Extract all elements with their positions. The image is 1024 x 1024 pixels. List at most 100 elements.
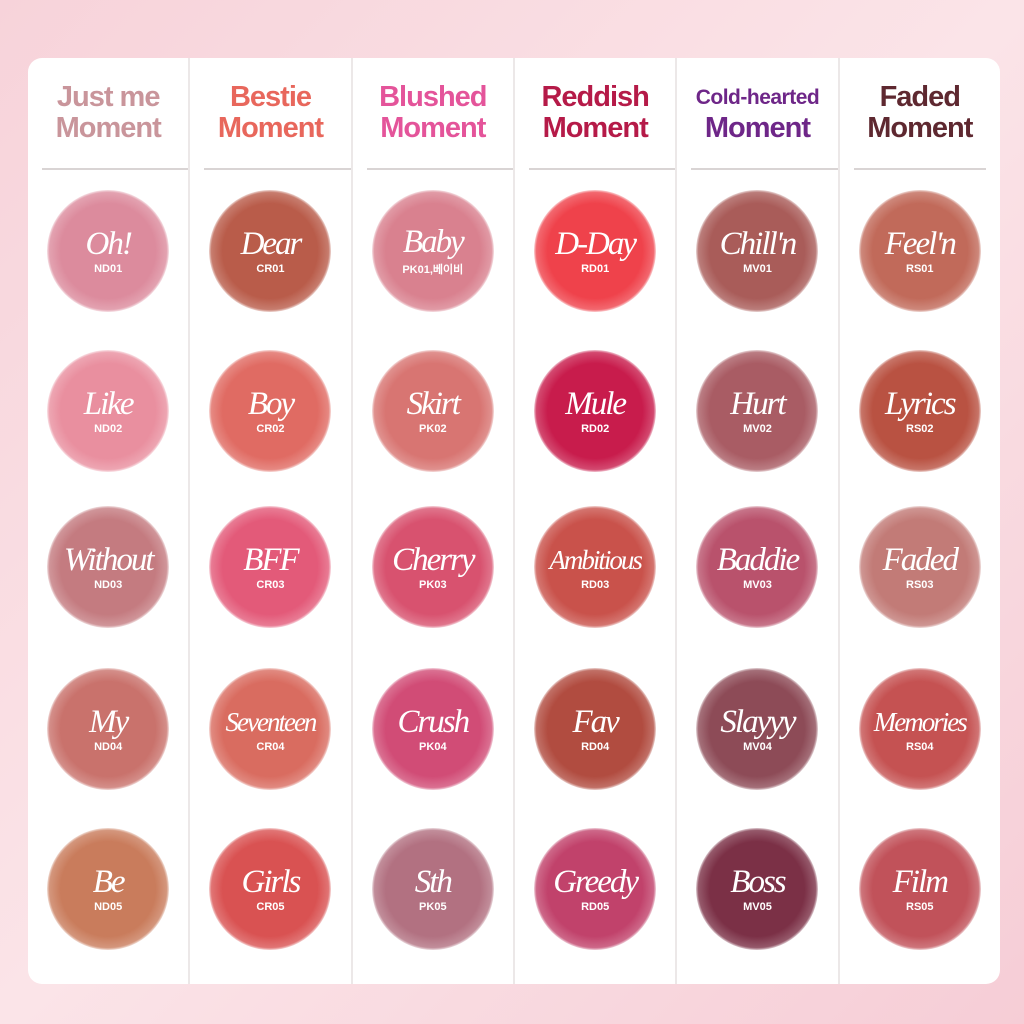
shade-code: RD02 [581,423,610,435]
shade-name: Boy [247,386,295,422]
shade-code: PK03 [419,579,447,591]
shade-swatch[interactable]: Hurt MV02 [696,350,819,472]
shade-swatch[interactable]: Like ND02 [47,350,170,472]
shade-name: Lyrics [885,386,957,422]
shade-code: MV02 [743,423,772,435]
shade-swatch[interactable]: My ND04 [47,668,170,790]
shade-code: RS03 [906,579,934,591]
shade-chart-card: Just me Moment Oh! ND01 Like ND02 Without ND03 M… [28,58,1000,984]
shade-code: RD03 [581,579,610,591]
shade-swatch[interactable]: Without ND03 [47,506,170,628]
shade-swatch[interactable]: Crush PK04 [371,668,494,790]
divider [853,168,986,170]
shade-name: BFF [243,542,300,578]
column-title-line1: Blushed [379,81,487,113]
shade-name: Skirt [406,386,461,422]
column-title: Faded Moment [840,58,1000,168]
column-title-line1: Cold-hearted [695,86,820,109]
shade-name: Hurt [730,386,786,422]
shade-code: RS02 [906,423,934,435]
column-title: Reddish Moment [515,58,675,168]
shade-swatch[interactable]: Fav RD04 [534,668,657,790]
shade-column: Reddish Moment D-Day RD01 Mule RD02 Ambitious R… [515,58,678,984]
divider [528,168,676,170]
shade-name: Faded [882,542,959,578]
shade-name: Sth [414,864,453,900]
shade-column: Blushed Moment Baby PK01,베이비 Skirt PK02 Cherry… [353,58,515,984]
shade-name: Cherry [392,542,475,578]
shade-name: Without [63,542,155,578]
shade-code: MV01 [743,263,772,275]
shade-swatch[interactable]: Baby PK01,베이비 [371,190,494,312]
column-title-line2: Moment [380,112,486,144]
shade-swatch[interactable]: Baddie MV03 [696,506,819,628]
shade-swatch[interactable]: Faded RS03 [858,506,981,628]
shade-swatch[interactable]: Ambitious RD03 [534,506,657,628]
shade-name: Slayyy [720,704,796,740]
shade-name: Baddie [716,542,800,578]
shade-swatch[interactable]: Girls CR05 [209,828,332,950]
shade-swatch[interactable]: Cherry PK03 [371,506,494,628]
column-title-line1: Faded [879,81,961,113]
shade-swatch[interactable]: Slayyy MV04 [696,668,819,790]
shade-name: Fav [572,704,619,740]
divider [366,168,513,170]
shade-swatch[interactable]: Be ND05 [47,828,170,950]
shade-swatch[interactable]: Oh! ND01 [47,190,170,312]
shade-name: D-Day [555,226,637,262]
shade-name: Like [83,386,135,422]
shade-swatch[interactable]: Memories RS04 [858,668,981,790]
shade-name: Baby [402,224,465,260]
shade-code: PK05 [419,901,447,913]
column-title-line2: Moment [217,112,324,144]
shade-column: Bestie Moment Dear CR01 Boy CR02 BFF CR03 Sevent… [190,58,353,984]
column-title-line2: Moment [55,112,162,144]
column-title-line1: Reddish [541,81,649,113]
shade-code: ND04 [94,741,123,753]
shade-code: PK02 [419,423,447,435]
shade-code: MV03 [743,579,772,591]
shade-code: CR01 [256,263,285,275]
shade-swatch[interactable]: Mule RD02 [534,350,657,472]
shade-swatch[interactable]: Lyrics RS02 [858,350,981,472]
column-title-line1: Bestie [229,81,312,113]
shade-swatch[interactable]: Seventeen CR04 [209,668,332,790]
shade-swatch[interactable]: Greedy RD05 [534,828,657,950]
shade-name: Film [892,864,949,900]
shade-swatch[interactable]: Chill'n MV01 [696,190,819,312]
divider [42,168,189,170]
column-title: Just me Moment [28,58,188,168]
shade-swatch[interactable]: Boss MV05 [696,828,819,950]
divider [691,168,838,170]
shade-swatch[interactable]: Dear CR01 [209,190,332,312]
column-title: Bestie Moment [190,58,350,168]
shade-name: Crush [397,704,470,740]
shade-name: Ambitious [549,545,643,575]
shade-code: RD01 [581,263,610,275]
column-title-line2: Moment [542,112,649,144]
shade-code: CR05 [256,901,285,913]
shade-name: Be [92,864,126,900]
shade-code: CR02 [256,423,285,435]
column-title-line2: Moment [867,112,973,144]
shade-name: Memories [873,707,968,737]
shade-name: Oh! [85,226,132,262]
shade-name: Girls [241,864,302,900]
shade-swatch[interactable]: D-Day RD01 [534,190,657,312]
shade-name: My [89,704,129,740]
shade-swatch[interactable]: Boy CR02 [209,350,332,472]
shade-name: Chill'n [719,226,798,262]
shade-name: Dear [240,226,303,262]
column-title-line1: Just me [56,81,161,113]
shade-swatch[interactable]: BFF CR03 [209,506,332,628]
shade-swatch[interactable]: Skirt PK02 [371,350,494,472]
shade-column: Cold-hearted Moment Chill'n MV01 Hurt MV02 Bad… [677,58,840,984]
shade-column: Just me Moment Oh! ND01 Like ND02 Without ND03 M… [28,58,191,984]
shade-name: Feel'n [884,226,957,262]
shade-name: Mule [565,386,627,422]
shade-swatch[interactable]: Sth PK05 [371,828,494,950]
shade-swatch[interactable]: Film RS05 [858,828,981,950]
shade-swatch[interactable]: Feel'n RS01 [858,190,981,312]
shade-code: CR04 [256,741,285,753]
column-title: Blushed Moment [353,58,513,168]
